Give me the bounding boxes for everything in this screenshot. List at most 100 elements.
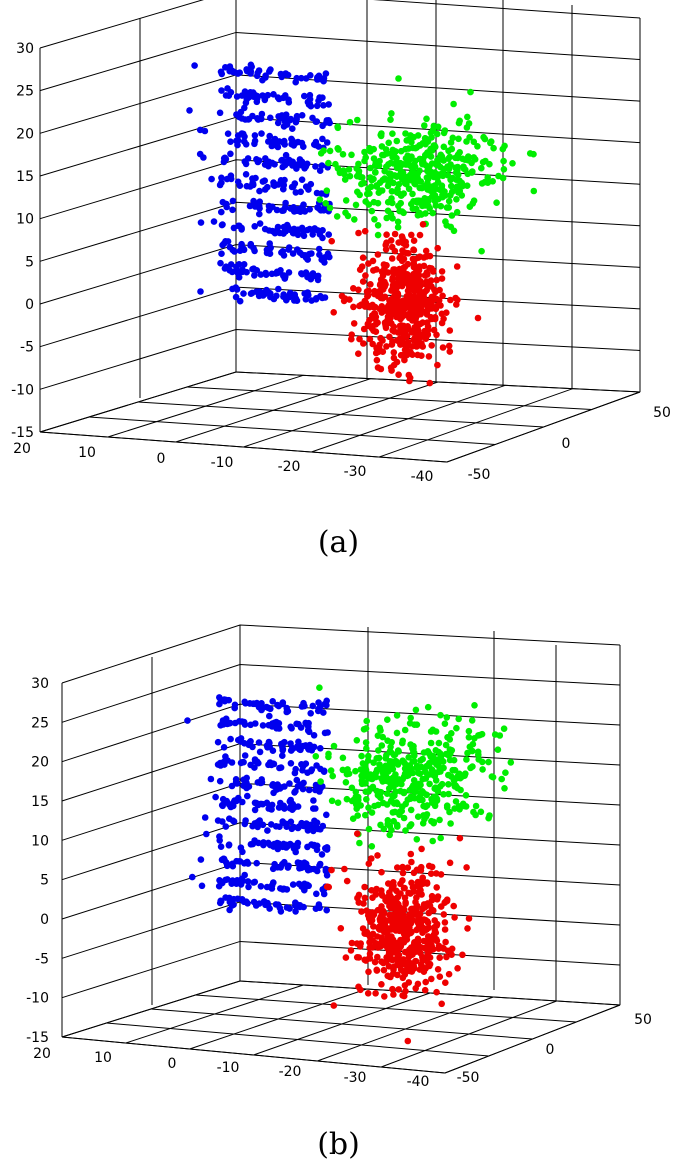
point-blue-cluster (310, 743, 318, 751)
point-green-cluster (407, 766, 415, 773)
floor-gridline (137, 401, 544, 428)
point-blue-cluster (285, 246, 292, 253)
point-green-cluster (453, 724, 460, 732)
point-blue-cluster (256, 198, 264, 205)
point-green-cluster (395, 75, 402, 82)
point-blue-cluster (281, 885, 288, 893)
point-blue-cluster (265, 721, 273, 729)
point-blue-cluster (310, 797, 317, 804)
point-green-cluster (443, 802, 451, 809)
point-blue-cluster (313, 102, 321, 110)
point-green-cluster (453, 184, 460, 192)
point-blue-cluster (242, 700, 249, 707)
point-blue-cluster (251, 272, 258, 279)
point-red-cluster (434, 966, 442, 973)
point-green-cluster (368, 176, 376, 184)
point-green-cluster (333, 213, 341, 220)
point-green-cluster (372, 168, 379, 176)
point-blue-cluster (261, 161, 269, 168)
point-green-cluster (380, 151, 388, 159)
point-red-cluster (419, 953, 426, 961)
point-red-cluster (378, 958, 385, 965)
point-green-cluster (471, 735, 478, 742)
point-red-cluster (341, 865, 348, 873)
point-green-cluster (456, 806, 463, 813)
point-red-cluster (353, 940, 361, 947)
figure-panel-b: -15 -10 -5 0 5 10 15 20 25 30 20 10 0 -10 -20 -30 -40 -50… (0, 605, 677, 1165)
point-red-cluster (382, 246, 390, 253)
point-green-cluster (479, 758, 486, 766)
point-red-cluster (432, 929, 440, 937)
point-blue-cluster (273, 206, 281, 214)
point-red-cluster (371, 942, 379, 949)
point-green-cluster (378, 187, 386, 194)
point-red-cluster (371, 303, 379, 311)
point-red-cluster (433, 276, 441, 284)
point-green-cluster (458, 192, 466, 199)
point-blue-cluster (269, 747, 277, 754)
z-tick-label: -5 (35, 951, 49, 967)
point-green-cluster (461, 802, 468, 810)
point-green-cluster (405, 145, 413, 152)
point-blue-cluster (278, 207, 286, 214)
point-blue-cluster (316, 860, 324, 868)
point-blue-cluster (224, 757, 231, 764)
x-tick-label: -40 (411, 469, 434, 485)
point-green-cluster (500, 157, 507, 165)
point-blue-cluster (267, 821, 275, 828)
point-blue-cluster (218, 879, 226, 887)
x-tick-label: 0 (168, 1056, 177, 1072)
point-red-cluster (400, 331, 408, 338)
point-green-cluster (334, 799, 342, 806)
point-red-cluster (325, 883, 333, 891)
point-blue-cluster (234, 178, 242, 186)
point-blue-cluster (296, 865, 303, 872)
point-blue-cluster (235, 274, 243, 281)
point-green-cluster (445, 204, 453, 211)
point-blue-cluster (274, 701, 281, 709)
point-blue-cluster (258, 706, 265, 714)
z-tick-label: 25 (31, 715, 49, 731)
z-tick-label: 20 (31, 755, 49, 771)
point-red-cluster (376, 926, 383, 933)
point-red-cluster (395, 371, 402, 379)
point-blue-cluster (224, 876, 231, 883)
point-red-cluster (414, 351, 421, 359)
point-blue-cluster (231, 704, 238, 712)
point-red-cluster (392, 311, 400, 318)
point-blue-cluster (268, 881, 276, 889)
x-tick-label: -30 (344, 464, 367, 480)
point-blue-cluster (218, 87, 225, 94)
floor-gridline (39, 431, 448, 463)
point-green-cluster (440, 764, 447, 772)
point-red-cluster (424, 938, 432, 946)
point-green-cluster (334, 145, 342, 152)
point-green-cluster (416, 155, 424, 163)
point-red-cluster (411, 293, 418, 300)
point-blue-cluster (262, 271, 270, 279)
point-green-cluster (428, 193, 436, 200)
point-red-cluster (395, 239, 403, 246)
point-green-cluster (465, 727, 473, 735)
point-blue-cluster (241, 721, 249, 728)
point-red-cluster (425, 924, 433, 931)
point-red-cluster (364, 990, 372, 997)
point-red-cluster (415, 284, 422, 291)
point-red-cluster (464, 925, 471, 932)
point-green-cluster (445, 147, 452, 155)
point-green-cluster (356, 839, 363, 847)
point-green-cluster (501, 785, 508, 792)
point-green-cluster (530, 187, 538, 195)
point-blue-cluster (323, 697, 331, 705)
point-red-cluster (463, 864, 470, 871)
point-blue-cluster (305, 186, 312, 193)
point-blue-cluster (186, 107, 193, 114)
point-red-cluster (388, 310, 395, 318)
point-green-cluster (509, 160, 516, 167)
point-blue-cluster (229, 817, 237, 824)
point-green-cluster (368, 775, 376, 783)
point-blue-cluster (254, 69, 261, 77)
point-green-cluster (413, 721, 421, 728)
point-blue-cluster (275, 840, 282, 847)
point-red-cluster (383, 343, 390, 350)
